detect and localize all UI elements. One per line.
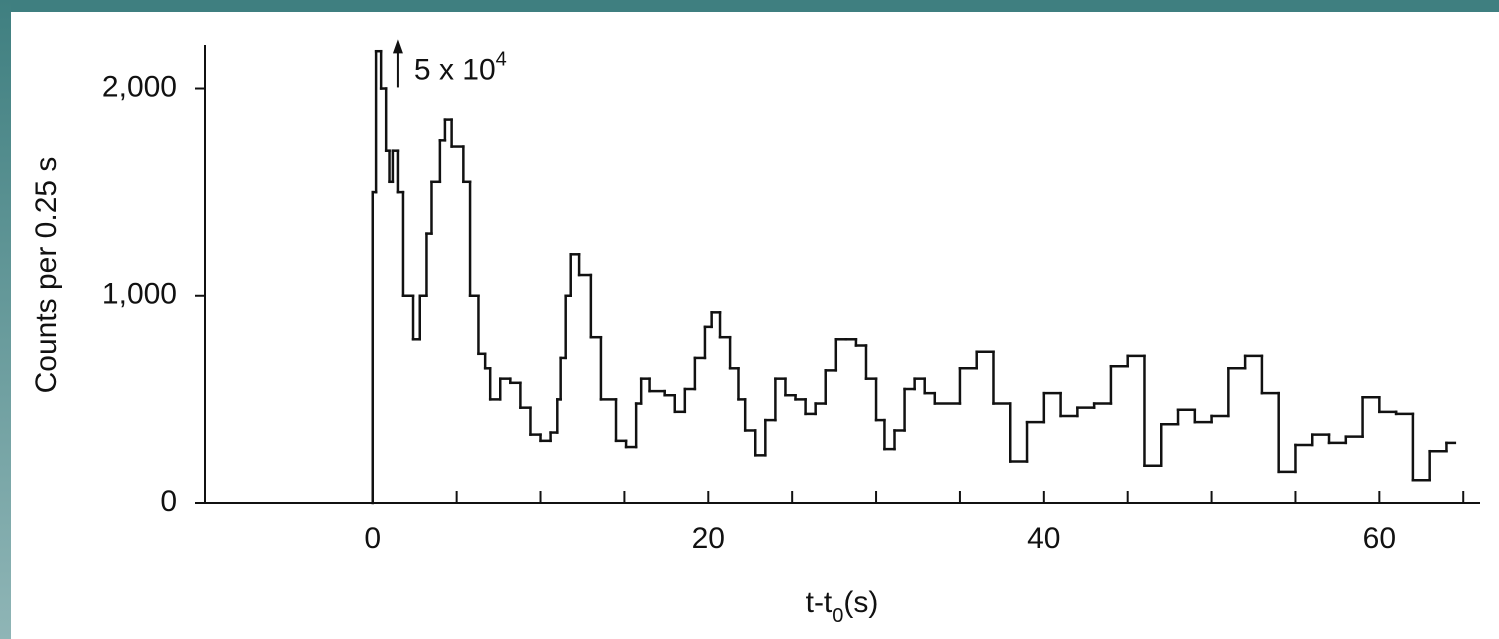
x-label-suffix: (s): [843, 586, 878, 619]
annotation-arrowhead: [392, 39, 403, 54]
x-tick-label: 0: [364, 522, 381, 555]
x-axis-label: t-t0(s): [806, 586, 879, 627]
frame-top: [0, 0, 1499, 12]
y-tick-label: 2,000: [102, 70, 177, 103]
y-tick-label: 1,000: [102, 278, 177, 311]
annotation: 5 x 104: [414, 48, 507, 86]
annotation-superscript: 4: [496, 48, 507, 70]
y-axis-label: Counts per 0.25 s: [30, 157, 63, 394]
x-label-subscript: 0: [832, 605, 843, 627]
x-label-text: t-t: [806, 586, 833, 619]
x-tick-label: 40: [1027, 522, 1060, 555]
frame-left: [0, 0, 11, 639]
y-tick-label: 0: [160, 485, 177, 518]
annotation-text: 5 x 10: [414, 53, 496, 86]
x-tick-label: 20: [692, 522, 725, 555]
x-tick-label: 60: [1363, 522, 1396, 555]
